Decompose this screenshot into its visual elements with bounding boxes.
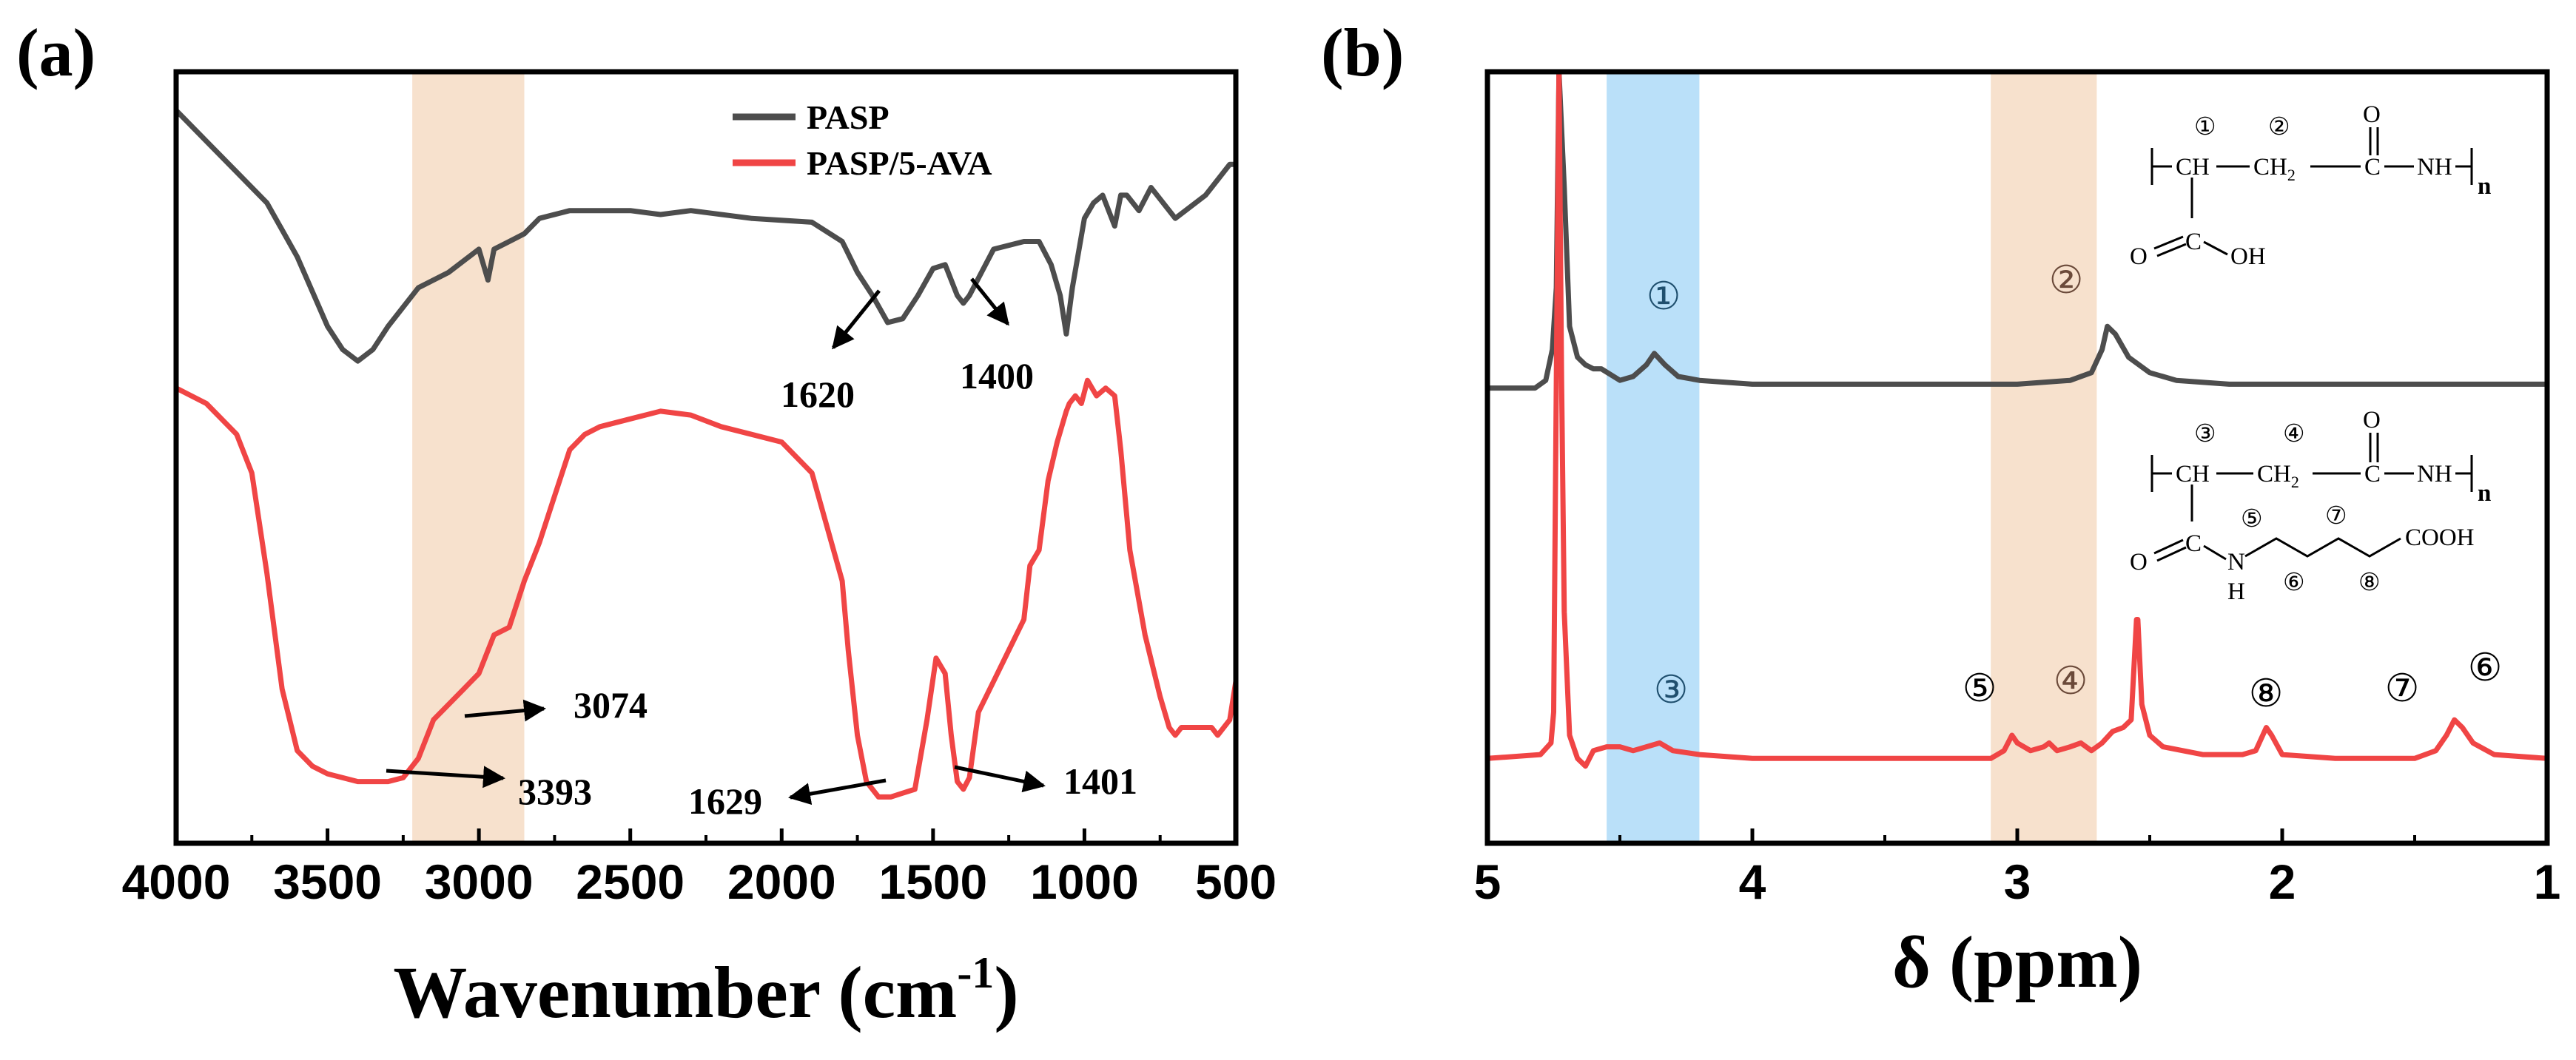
annotation-1401: 1401	[1063, 760, 1137, 802]
nmr-highlight-band-orange	[1991, 72, 2097, 843]
ftir-x-axis-title-main: Wavenumber (cm	[393, 951, 957, 1033]
structure-bottom-nh: NH	[2417, 461, 2452, 487]
structure-top-nh: NH	[2417, 154, 2452, 180]
peak-label-2: ②	[2049, 260, 2084, 302]
structure-top-o: O	[2363, 101, 2381, 128]
structure-bottom-circle-4: ④	[2283, 421, 2305, 448]
structure-top-n: n	[2478, 173, 2491, 200]
peak-label-3: ③	[1654, 669, 1689, 712]
ftir-series-group	[174, 108, 1239, 800]
structure-bottom-c: C	[2364, 461, 2381, 487]
ftir-x-tick-label: 2000	[727, 854, 836, 909]
ftir-x-tick-label: 1000	[1030, 854, 1139, 909]
structure-top-o-left: O	[2130, 243, 2148, 270]
structure-top-circle-2: ②	[2268, 114, 2290, 141]
nmr-x-tick-label: 1	[2534, 854, 2561, 909]
ftir-x-tick-label: 500	[1195, 854, 1277, 909]
structure-pasp: ① ② O CH CH2 C NH n C O OH	[2130, 101, 2491, 270]
structure-bottom-circle-7: ⑦	[2325, 503, 2347, 530]
nmr-x-tick-label: 3	[2004, 854, 2031, 909]
structure-bottom-circle-6: ⑥	[2283, 570, 2305, 596]
annotation-3074: 3074	[574, 684, 648, 726]
nmr-series-line-pasp-5ava	[1487, 69, 2548, 769]
annotation-1620: 1620	[781, 374, 855, 415]
arrow-3393	[386, 766, 505, 789]
structure-bottom-o-left: O	[2130, 549, 2148, 575]
structure-top-c-acid: C	[2185, 229, 2202, 255]
structure-pasp-5ava: ③ ④ O CH CH2 C NH n C O N H ⑤	[2130, 407, 2491, 605]
peak-label-6: ⑥	[2468, 647, 2503, 689]
ftir-plot-frame	[173, 69, 1239, 846]
ftir-x-tick-label: 2500	[576, 854, 685, 909]
annotation-1629: 1629	[688, 780, 762, 822]
structure-top-oh: OH	[2230, 243, 2266, 270]
ftir-x-axis-title: Wavenumber (cm-1)	[393, 948, 1018, 1033]
arrow-1401	[954, 765, 1046, 793]
legend-label-pasp: PASP	[807, 98, 890, 136]
structure-bottom-circle-3: ③	[2194, 421, 2216, 448]
peak-label-5: ⑤	[1963, 668, 1997, 710]
nmr-peak-labels: ① ② ③ ④ ⑤ ⑥ ⑦ ⑧	[1647, 260, 2503, 715]
ftir-legend: PASP PASP/5-AVA	[733, 98, 992, 182]
structure-bottom-n: N	[2227, 549, 2245, 575]
structure-top-ch2-text: CH	[2253, 154, 2287, 180]
ftir-x-tick-label: 4000	[122, 854, 231, 909]
ftir-x-ticks: 4000 3500 3000 2500 2000 1500 1000 500	[122, 828, 1277, 909]
arrow-1620	[832, 289, 881, 350]
ftir-series-line-pasp	[174, 108, 1236, 364]
structure-top-circle-1: ①	[2194, 114, 2216, 141]
peak-label-7: ⑦	[2385, 668, 2420, 710]
structure-bottom-ch2-sub: 2	[2291, 473, 2299, 491]
nmr-x-ticks: 5 4 3 2 1	[1474, 828, 2561, 909]
nmr-x-axis-title: δ (ppm)	[1892, 921, 2142, 1003]
nmr-highlight-band-blue	[1607, 72, 1700, 843]
panel-a-label: (a)	[16, 15, 95, 90]
ftir-x-tick-label: 3000	[425, 854, 534, 909]
nmr-x-tick-label: 4	[1739, 854, 1766, 909]
structure-bottom-cooh: COOH	[2405, 524, 2475, 551]
peak-label-1: ①	[1647, 276, 1681, 318]
arrow-1629	[788, 778, 887, 806]
peak-label-4: ④	[2054, 661, 2088, 703]
structure-top-ch: CH	[2176, 154, 2210, 180]
ftir-x-tick-label: 1500	[878, 854, 987, 909]
annotation-1400: 1400	[960, 355, 1034, 396]
nmr-x-tick-label: 2	[2269, 854, 2296, 909]
nmr-series-group	[1487, 69, 2548, 769]
arrow-3074	[464, 699, 546, 722]
structure-bottom-ch: CH	[2176, 461, 2210, 487]
peak-label-8: ⑧	[2249, 673, 2284, 715]
ftir-annotations: 1620 1400 3074 3393 1629 1401	[386, 277, 1137, 822]
structure-top-ch2-sub: 2	[2287, 166, 2296, 184]
structure-bottom-circle-5: ⑤	[2241, 506, 2263, 533]
structure-bottom-circle-8: ⑧	[2358, 570, 2381, 596]
nmr-x-tick-label: 5	[1474, 854, 1501, 909]
structure-bottom-ch2-text: CH	[2257, 461, 2291, 487]
structure-bottom-o: O	[2363, 407, 2381, 433]
arrow-1400	[970, 277, 1009, 326]
structure-bottom-ch2: CH2	[2257, 461, 2299, 491]
structure-top-ch2: CH2	[2253, 154, 2296, 184]
ftir-panel: (a) 4000 3500 3000 2500 2000 1500 1000 500 PASP…	[16, 15, 1277, 1033]
structure-bottom-n-sub: n	[2478, 480, 2491, 507]
panel-b-label: (b)	[1321, 15, 1404, 90]
ftir-x-tick-label: 3500	[273, 854, 382, 909]
annotation-3393: 3393	[518, 771, 592, 812]
ftir-x-axis-title-sup: -1	[957, 948, 994, 997]
ftir-x-axis-title-close: )	[994, 951, 1018, 1033]
structure-bottom-c-amide: C	[2185, 530, 2202, 557]
legend-label-pasp-5ava: PASP/5-AVA	[807, 144, 992, 182]
structure-top-c: C	[2364, 154, 2381, 180]
structure-bottom-h: H	[2227, 578, 2245, 605]
ftir-series-line-pasp-5ava	[175, 377, 1239, 800]
